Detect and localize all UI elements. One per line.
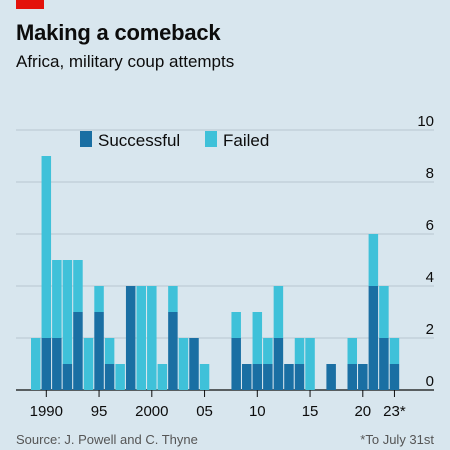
bar-failed-1989 (31, 338, 41, 390)
bar-failed-2008 (231, 312, 241, 338)
bar-failed-1999 (136, 286, 146, 390)
bar-failed-2010 (252, 312, 263, 364)
bar-failed-2001 (157, 364, 168, 390)
x-tick-label: 23* (383, 403, 406, 420)
footnote: *To July 31st (360, 432, 434, 447)
legend-swatch-successful (80, 131, 92, 147)
bar-successful-1996 (104, 364, 115, 390)
legend-label-failed: Failed (223, 131, 269, 150)
x-tick-label: 2000 (135, 403, 168, 420)
y-tick-label: 0 (426, 373, 434, 390)
bar-successful-2019 (347, 364, 357, 390)
bar-successful-2009 (242, 364, 252, 390)
y-tick-label: 10 (417, 113, 434, 130)
x-tick-label: 95 (91, 403, 108, 420)
bar-failed-1993 (73, 260, 83, 312)
bar-successful-1995 (94, 312, 104, 390)
bar-successful-2017 (326, 364, 336, 390)
bar-successful-2023 (389, 364, 400, 390)
bar-failed-1994 (83, 338, 94, 390)
bar-failed-2022 (379, 286, 389, 338)
bar-failed-2014 (294, 338, 305, 364)
bar-failed-1997 (115, 364, 125, 390)
bar-failed-2023 (389, 338, 400, 364)
bar-failed-2019 (347, 338, 357, 364)
bar-successful-2008 (231, 338, 241, 390)
bar-successful-2020 (358, 364, 368, 390)
y-axis-ticks: 0 2 4 6 8 10 (417, 113, 434, 390)
bar-successful-2012 (273, 338, 284, 390)
x-tick-label: 05 (196, 403, 213, 420)
chart-subtitle: Africa, military coup attempts (16, 52, 235, 71)
bar-successful-2004 (189, 338, 199, 390)
bar-successful-2014 (294, 364, 305, 390)
bar-failed-2021 (368, 234, 379, 286)
x-tick-label: 20 (354, 403, 371, 420)
x-tick-label: 10 (249, 403, 266, 420)
bar-failed-2011 (263, 338, 273, 364)
legend-label-successful: Successful (98, 131, 180, 150)
y-tick-label: 2 (426, 321, 434, 338)
legend: Successful Failed (80, 131, 269, 150)
bar-successful-1992 (62, 364, 73, 390)
x-tick-label: 1990 (30, 403, 63, 420)
bar-successful-2013 (284, 364, 294, 390)
bar-successful-2022 (379, 338, 389, 390)
bar-failed-2005 (199, 364, 210, 390)
bar-successful-2011 (263, 364, 273, 390)
bar-successful-1993 (73, 312, 83, 390)
bar-successful-1991 (52, 338, 62, 390)
bar-failed-2000 (147, 286, 157, 390)
brand-red-tag (16, 0, 44, 9)
bar-failed-1992 (62, 260, 73, 364)
bar-successful-1990 (41, 338, 52, 390)
legend-swatch-failed (205, 131, 217, 147)
bar-failed-2012 (273, 286, 284, 338)
bar-failed-2002 (168, 286, 178, 312)
x-axis-ticks: 1990 95 2000 05 10 15 20 23* (30, 390, 406, 420)
bars (31, 156, 400, 390)
source-note: Source: J. Powell and C. Thyne (16, 432, 198, 447)
bar-successful-2021 (368, 286, 379, 390)
bar-failed-2015 (305, 338, 315, 390)
bar-failed-1996 (104, 338, 115, 364)
x-tick-label: 15 (302, 403, 319, 420)
bar-failed-2003 (178, 338, 189, 390)
y-tick-label: 4 (426, 269, 434, 286)
bar-failed-1991 (52, 260, 62, 338)
bar-failed-1995 (94, 286, 104, 312)
chart-title: Making a comeback (16, 20, 221, 45)
bar-successful-2010 (252, 364, 263, 390)
bar-successful-2002 (168, 312, 178, 390)
bar-failed-1990 (41, 156, 52, 338)
y-tick-label: 8 (426, 165, 434, 182)
bar-successful-1998 (125, 286, 136, 390)
y-tick-label: 6 (426, 217, 434, 234)
